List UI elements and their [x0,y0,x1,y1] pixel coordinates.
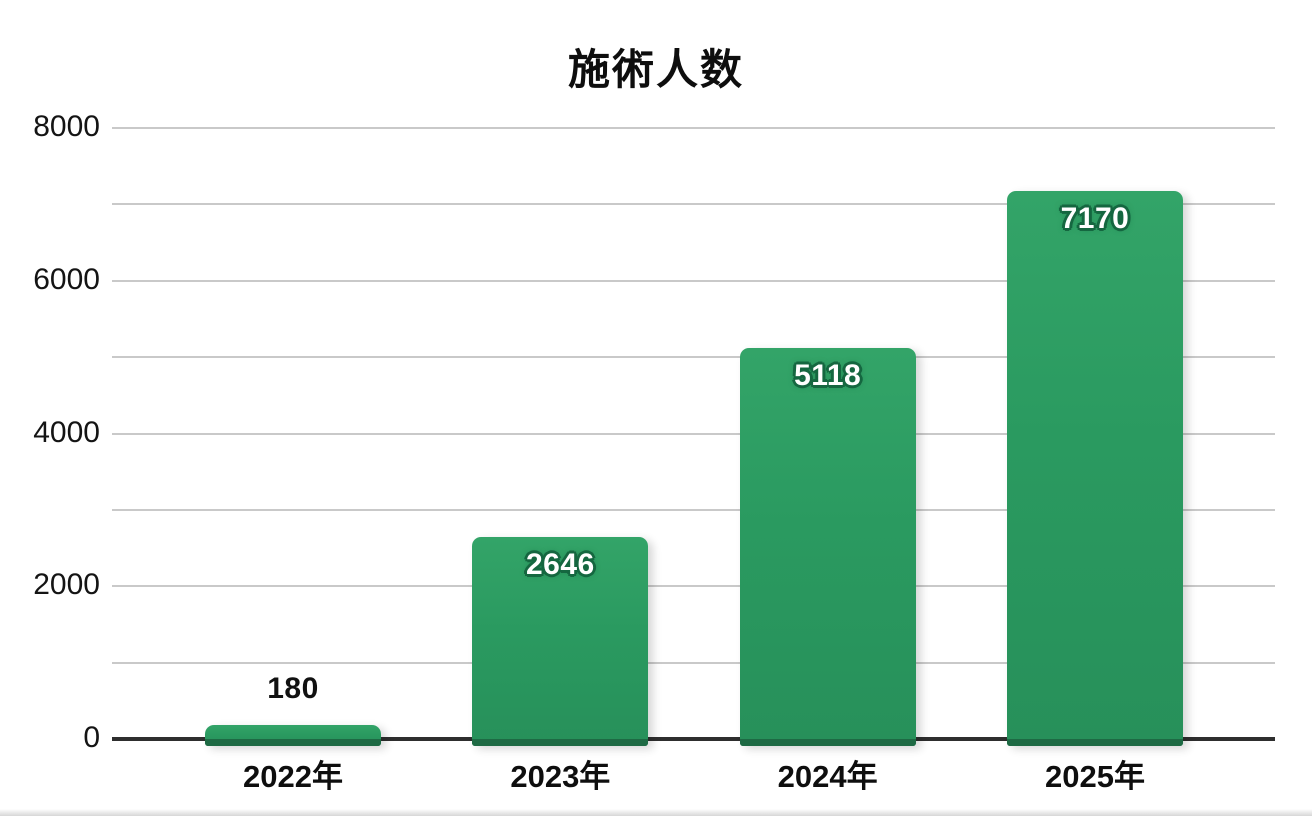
gridline [112,508,1275,511]
gridline [112,127,1275,129]
bar-value-label: 7170 [1060,202,1130,236]
y-axis-tick-label: 4000 [33,415,100,449]
x-axis-tick-label: 2024年 [777,759,878,794]
chart-title: 施術人数 [567,46,744,93]
bar-2023年 [472,536,649,746]
bar-2022年 [205,725,381,746]
bar-bottom-edge [472,738,649,746]
gridline [112,585,1275,588]
bar-value-label: 180 [267,672,319,706]
y-axis-tick-label: 0 [83,721,100,754]
bar-bottom-edge [1007,738,1183,746]
y-axis-tick-label: 6000 [33,262,100,296]
bar-2025年 [1007,191,1183,746]
y-axis-tick-label: 2000 [33,568,100,602]
gridline [112,203,1275,206]
bottom-edge-shade [0,809,1312,816]
gridline [112,661,1275,664]
x-axis-tick-label: 2022年 [243,759,343,794]
x-axis-tick-label: 2025年 [1045,759,1145,794]
y-axis-tick-label: 8000 [33,110,100,143]
x-axis-line [112,737,1275,741]
gridline [112,432,1275,435]
bar-value-label: 5118 [794,359,862,393]
bar-2024年 [739,348,916,746]
gridline [112,356,1275,359]
bar-bottom-edge [205,738,381,746]
x-axis-tick-label: 2023年 [510,759,611,794]
gridline [112,279,1275,282]
bar-value-label: 2646 [525,547,595,581]
bar-bottom-edge [739,738,916,746]
